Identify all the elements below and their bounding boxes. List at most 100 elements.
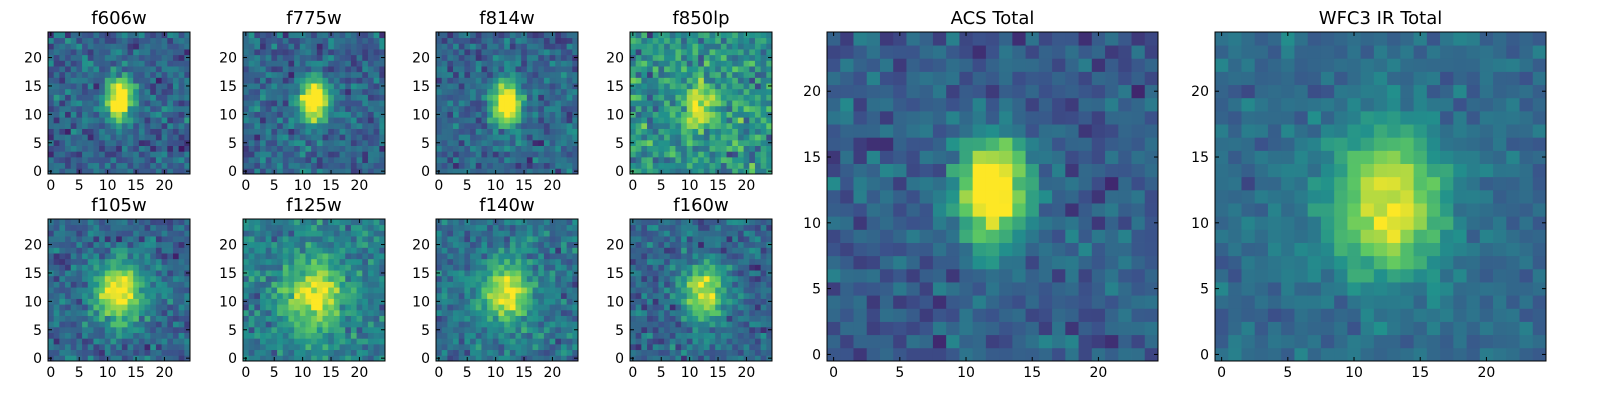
heatmap-cell [555,219,562,226]
heatmap-cell [464,122,471,129]
heatmap-cell [178,349,185,356]
heatmap-cell [367,117,375,124]
heatmap-cell [53,83,60,90]
heatmap-cell [692,270,699,277]
heatmap-cell [754,54,762,61]
heatmap-cell [526,247,533,254]
heatmap-cell [498,343,505,351]
heatmap-cell [328,117,335,124]
heatmap-cell [76,100,83,107]
heatmap-cell [453,37,460,44]
heatmap-cell [65,134,72,141]
heatmap-cell [282,321,289,328]
heatmap-cell [243,122,250,129]
heatmap-cell [538,49,545,56]
heatmap-cell [726,315,733,322]
heatmap-cell [766,292,773,299]
heatmap-cell [277,139,284,146]
heatmap-cell [664,309,671,316]
heatmap-cell [760,37,767,44]
heatmap-cell [532,270,539,277]
heatmap-cell [647,145,654,152]
heatmap-cell [509,151,516,158]
heatmap-cell [288,298,295,305]
heatmap-cell [515,247,522,254]
heatmap-cell [436,128,443,135]
heatmap-cell [161,321,168,328]
heatmap-cell [243,66,250,73]
heatmap-cell [720,66,727,73]
heatmap-cell [664,298,671,305]
heatmap-cell [504,88,511,95]
heatmap-cell [732,88,739,95]
heatmap-cell [82,100,89,107]
heatmap-cell [709,71,716,78]
heatmap-cell [532,292,539,299]
heatmap-cell [481,315,488,322]
heatmap-cell [703,292,710,299]
heatmap-cell [373,332,380,339]
heatmap-cell [328,60,335,67]
heatmap-cell [664,105,671,112]
heatmap-cell [104,83,111,90]
heatmap-cell [630,281,637,288]
heatmap-cell [635,270,642,277]
heatmap-cell [492,309,499,316]
heatmap-cell [703,60,710,67]
heatmap-cell [549,134,556,141]
heatmap-cell [481,247,488,254]
heatmap-cell [110,264,117,271]
heatmap-cell [487,349,494,356]
heatmap-cell [647,156,654,164]
heatmap-cell [543,60,550,67]
heatmap-cell [526,241,533,248]
heatmap-cell [475,156,482,164]
heatmap-cell [121,49,128,56]
heatmap-cell [110,253,117,260]
heatmap-cell [282,37,289,44]
heatmap-cell [243,145,250,152]
heatmap-cell [715,321,722,328]
heatmap-cell [538,83,545,90]
heatmap-cell [686,315,693,322]
heatmap-cell [521,60,528,67]
heatmap-cell [487,37,494,44]
heatmap-cell [726,287,733,294]
heatmap-cell [265,315,272,322]
heatmap-cell [116,88,123,95]
heatmap-cell [538,128,545,135]
heatmap-cell [641,94,648,101]
heatmap-cell [65,162,72,169]
heatmap-cell [333,105,340,112]
heatmap-cell [749,156,756,164]
heatmap-cell [260,128,267,135]
heatmap-cell [87,264,94,271]
heatmap-cell [150,162,157,169]
heatmap-cell [127,247,134,254]
heatmap-cell [322,100,329,107]
heatmap-cell [630,71,637,78]
heatmap-cell [498,332,505,339]
heatmap-cell [549,122,556,129]
heatmap-cell [322,275,329,282]
heatmap-cell [686,49,693,56]
heatmap-cell [675,281,682,288]
heatmap-cell [356,326,363,333]
heatmap-cell [311,315,318,322]
heatmap-cell [669,326,676,333]
heatmap-cell [647,105,654,112]
heatmap-cell [350,37,357,44]
heatmap-cell [538,258,545,265]
heatmap-cell [288,258,295,265]
heatmap-cell [265,156,272,164]
heatmap-cell [367,168,375,175]
heatmap-cell [150,43,157,50]
heatmap-cell [686,94,693,101]
heatmap-cell [260,71,267,78]
heatmap-cell [749,105,756,112]
heatmap-cell [155,275,162,282]
heatmap-cell [641,156,648,164]
heatmap-cell [436,88,443,95]
heatmap-cell [243,349,250,356]
heatmap-cell [447,54,454,61]
